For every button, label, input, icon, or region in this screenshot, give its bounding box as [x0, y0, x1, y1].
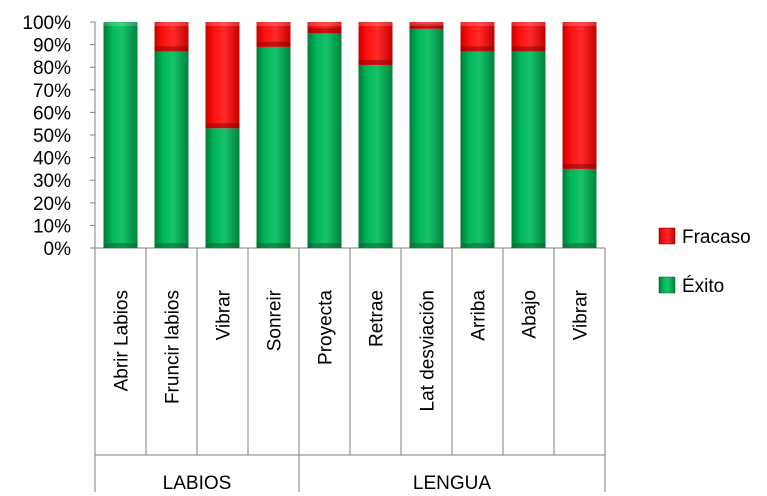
bar-stack — [460, 22, 495, 248]
y-tick-label: 60% — [33, 103, 71, 124]
legend-swatch — [658, 276, 676, 294]
bar-exito-bevel — [307, 243, 342, 248]
bar-fracaso — [307, 22, 342, 34]
legend-label: Fracaso — [682, 227, 751, 248]
bar-exito-bevel — [460, 243, 495, 248]
bar-exito — [460, 51, 495, 248]
bar-fracaso-bevel — [256, 41, 291, 47]
bar-exito — [562, 168, 597, 248]
bar-exito-bevel — [256, 243, 291, 248]
bar-stack — [358, 22, 393, 248]
legend-item: Fracaso — [658, 227, 751, 248]
category-label: Lat desviación — [418, 290, 439, 411]
bar-fracaso — [205, 22, 240, 129]
legend-swatch — [658, 227, 676, 245]
bar-exito — [307, 33, 342, 248]
bar-exito — [205, 128, 240, 248]
category-label: Abrir Labios — [112, 290, 133, 391]
bar-fracaso-bevel — [562, 163, 597, 169]
bar-stack — [562, 22, 597, 248]
bar-exito — [154, 51, 189, 248]
category-label: Vibrar — [571, 289, 592, 340]
legend-item: Éxito — [658, 276, 724, 297]
category-label: Fruncir labios — [163, 290, 184, 404]
bar-exito — [511, 51, 546, 248]
bar-exito — [409, 28, 444, 249]
category-label: Vibrar — [214, 289, 235, 340]
bar-exito — [256, 46, 291, 248]
legend: Fracaso Éxito — [658, 227, 751, 297]
bar-exito-bevel — [103, 243, 138, 248]
y-tick-label: 80% — [33, 58, 71, 79]
bar-exito-bevel — [409, 243, 444, 248]
y-tick-label: 10% — [33, 216, 71, 237]
y-tick-label: 70% — [33, 81, 71, 102]
bar-fracaso-bevel — [511, 46, 546, 52]
bar-exito-bevel — [511, 243, 546, 248]
y-tick-label: 100% — [22, 13, 71, 34]
y-tick-label: 40% — [33, 149, 71, 170]
group-label: LENGUA — [413, 473, 491, 494]
y-tick-label: 20% — [33, 194, 71, 215]
y-tick-label: 0% — [44, 239, 72, 260]
bar-top-highlight — [511, 22, 546, 26]
bar-stack — [103, 22, 138, 248]
bar-stack — [205, 22, 240, 248]
bar-top-highlight — [154, 22, 189, 26]
bar-top-highlight — [307, 22, 342, 26]
category-label: Abajo — [520, 290, 541, 339]
category-label: Arriba — [469, 290, 490, 341]
bars-layer — [103, 22, 597, 249]
bar-top-highlight — [256, 22, 291, 26]
group-label: LABIOS — [163, 473, 232, 494]
bar-top-highlight — [409, 22, 444, 26]
bar-fracaso — [562, 22, 597, 169]
bar-top-highlight — [460, 22, 495, 26]
legend-label: Éxito — [682, 276, 724, 297]
bar-exito-bevel — [205, 243, 240, 248]
bar-exito — [103, 22, 138, 248]
bar-exito — [358, 64, 393, 248]
bar-fracaso-bevel — [409, 23, 444, 29]
bar-fracaso-bevel — [307, 28, 342, 34]
bar-exito-bevel — [358, 243, 393, 248]
y-tick-label: 50% — [33, 126, 71, 147]
y-tick-label: 90% — [33, 36, 71, 57]
labels-layer: 0%10%20%30%40%50%60%70%80%90%100% Abrir L… — [22, 13, 591, 494]
bar-stack — [154, 22, 189, 248]
bar-top-highlight — [205, 22, 240, 26]
bar-top-highlight — [358, 22, 393, 26]
bar-stack — [409, 22, 444, 249]
category-label: Sonreir — [265, 289, 286, 351]
bar-exito-bevel — [562, 243, 597, 248]
bar-fracaso-bevel — [358, 59, 393, 65]
bar-fracaso-bevel — [205, 123, 240, 129]
bar-fracaso-bevel — [154, 46, 189, 52]
bar-exito-bevel — [154, 243, 189, 248]
bar-fracaso-bevel — [460, 46, 495, 52]
bar-stack — [511, 22, 546, 248]
bar-fracaso — [358, 22, 393, 65]
category-label: Retrae — [367, 290, 388, 347]
bar-stack — [307, 22, 342, 248]
category-label: Proyecta — [316, 290, 337, 365]
bar-stack — [256, 22, 291, 248]
bar-top-highlight — [103, 22, 138, 26]
bar-top-highlight — [562, 22, 597, 26]
y-tick-label: 30% — [33, 171, 71, 192]
